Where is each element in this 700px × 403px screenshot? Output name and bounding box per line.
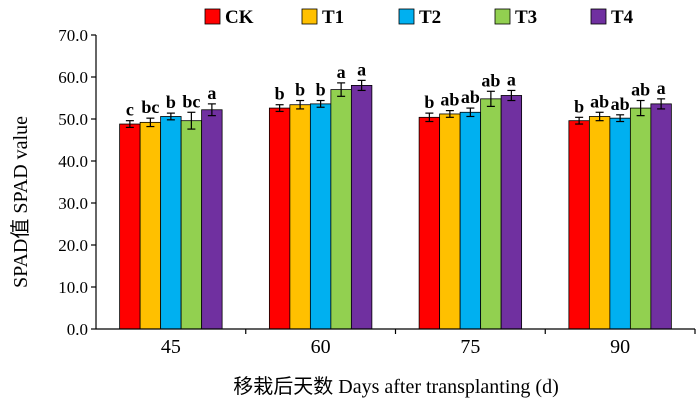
x-axis-label: 移栽后天数 Days after transplanting (d) [233, 375, 558, 398]
y-tick-label: 0.0 [67, 320, 88, 339]
bar-T4-45 [201, 109, 223, 330]
legend-label: T4 [611, 7, 634, 28]
bar-T3-75 [480, 98, 502, 330]
y-tick-label: 30.0 [58, 194, 88, 213]
significance-letter: a [207, 83, 216, 103]
legend-label: T3 [515, 7, 537, 28]
y-tick-label: 60.0 [58, 68, 88, 87]
significance-letter: b [424, 92, 434, 112]
significance-letter: ab [461, 87, 480, 107]
significance-letter: ab [611, 94, 630, 114]
significance-letter: c [126, 100, 134, 120]
significance-letter: a [357, 59, 366, 79]
bar-T1-60 [289, 104, 311, 330]
x-axis: 45 60 75 90 [96, 328, 696, 358]
legend-swatch [494, 8, 511, 25]
x-tick-label: 45 [161, 336, 181, 358]
significance-letter: ab [590, 91, 609, 111]
legend-label: T2 [419, 7, 441, 28]
y-tick-label: 40.0 [58, 152, 88, 171]
legend-swatch [398, 8, 415, 25]
bar-CK-45 [119, 123, 141, 330]
bar-T3-60 [330, 89, 352, 330]
bar-T2-90 [609, 117, 631, 330]
y-tick-label: 10.0 [58, 278, 88, 297]
significance-letter: b [574, 96, 584, 116]
legend-label: T1 [322, 7, 344, 28]
y-axis-label: SPAD值 SPAD value [9, 116, 32, 288]
significance-letter: b [275, 84, 285, 104]
bar-T1-45 [139, 121, 162, 330]
significance-letter: a [507, 69, 516, 89]
bar-CK-60 [268, 107, 291, 330]
legend-label: CK [225, 7, 254, 28]
bar-T2-60 [309, 103, 332, 330]
legend-swatch [204, 8, 221, 25]
significance-letter: b [295, 80, 305, 100]
bar-T4-60 [350, 85, 373, 330]
x-tick-label: 90 [610, 336, 630, 358]
legend-swatch [301, 8, 318, 25]
y-tick-label: 20.0 [58, 236, 88, 255]
significance-letter: b [166, 92, 176, 112]
bars [119, 85, 672, 330]
significance-letter: b [316, 80, 326, 100]
bar-T4-90 [650, 103, 672, 330]
bar-T2-75 [459, 111, 482, 330]
significance-letter: a [657, 78, 666, 98]
x-tick-label: 60 [311, 336, 331, 358]
significance-letter: ab [440, 90, 459, 110]
legend-item-T1: T1 [301, 7, 344, 28]
legend-item-T4: T4 [590, 7, 634, 28]
significance-letter: bc [182, 91, 200, 111]
y-axis: 0.0 10.0 20.0 30.0 40.0 50.0 60.0 70.0 [58, 26, 97, 339]
bar-T1-75 [439, 113, 461, 330]
significance-letter: a [337, 62, 346, 82]
bar-T4-75 [500, 95, 523, 330]
significance-letter: ab [631, 80, 650, 100]
significance-letter: bc [141, 97, 159, 117]
bar-CK-90 [568, 120, 590, 330]
bar-CK-75 [418, 116, 441, 330]
y-tick-label: 70.0 [58, 26, 88, 45]
y-tick-label: 50.0 [58, 110, 88, 129]
significance-letter: ab [481, 70, 500, 90]
bar-T2-45 [160, 116, 182, 330]
bar-T1-90 [588, 116, 611, 330]
bar-T3-45 [180, 120, 203, 330]
legend-item-T2: T2 [398, 7, 441, 28]
legend: CK T1 T2 T3 T4 [204, 7, 634, 28]
x-tick-label: 75 [460, 336, 480, 358]
legend-item-T3: T3 [494, 7, 537, 28]
error-bars [125, 79, 666, 130]
bar-T3-90 [629, 107, 652, 330]
legend-item-CK: CK [204, 7, 254, 28]
legend-swatch [590, 8, 607, 25]
